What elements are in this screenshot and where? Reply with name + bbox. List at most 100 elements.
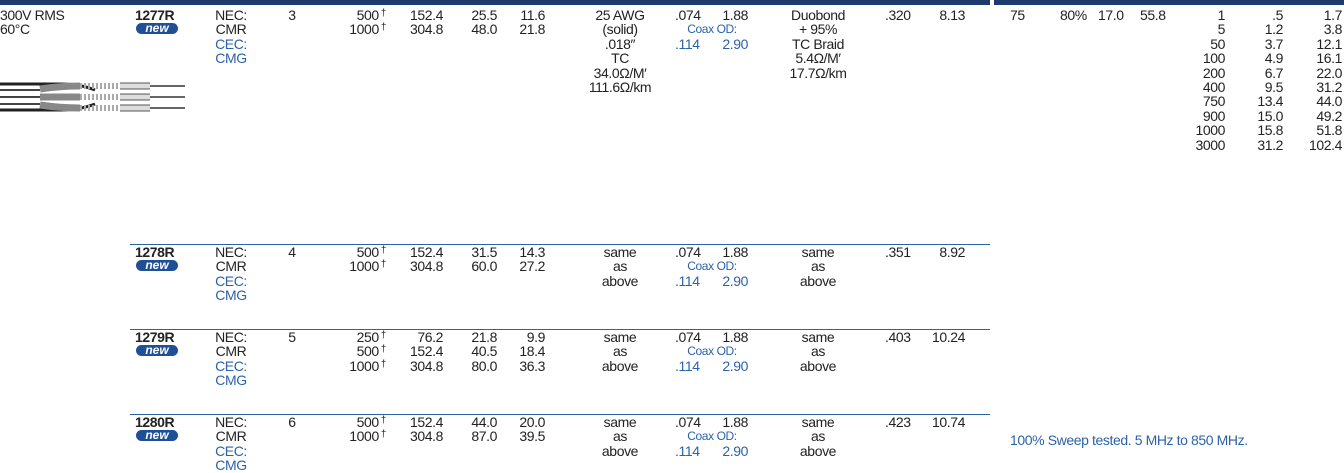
conductor-spec: as <box>613 258 627 275</box>
rating: NEC: <box>215 329 247 345</box>
weight-kg: 27.2 <box>519 258 545 275</box>
length-ft: 1000 † <box>186 259 386 273</box>
length-ft-value: 500 <box>356 414 380 430</box>
weight-lbs: 87.0 <box>471 428 497 445</box>
attenuation-ft: 13.4 <box>1257 93 1283 110</box>
footnote-mark: † <box>380 245 387 256</box>
frequency: 200 <box>1202 64 1226 81</box>
attenuation-ft: 15.8 <box>1257 122 1283 139</box>
coax-od-in: .114 <box>675 357 700 374</box>
insulation-mm: 1.88 <box>722 414 748 430</box>
conductor-spec: TC <box>611 50 629 67</box>
new-badge: new <box>136 259 178 272</box>
conductor-spec: above <box>601 357 639 374</box>
length-ft: 250 † <box>186 330 387 344</box>
length-m: 304.8 <box>409 357 443 374</box>
conductor-spec: same <box>603 244 637 260</box>
length-m: 152.4 <box>409 343 443 360</box>
attenuation-m: 22.0 <box>1316 64 1342 81</box>
rating: CMG <box>215 372 247 389</box>
footnote-mark: † <box>380 330 387 341</box>
coax-od-in: .114 <box>675 35 700 52</box>
attenuation-ft: 6.7 <box>1264 64 1284 81</box>
shield-spec: above <box>799 357 837 374</box>
weight-kg: 20.0 <box>519 414 545 430</box>
length-m: 304.8 <box>409 258 443 275</box>
od-mm: 10.24 <box>931 329 965 345</box>
weight-kg: 36.3 <box>519 357 545 374</box>
rating: CEC: <box>215 35 247 52</box>
conductor-count: 4 <box>288 244 296 260</box>
cable-image <box>0 82 185 112</box>
rating: CMR <box>215 343 247 360</box>
conductor-spec: above <box>601 272 639 289</box>
footnote-mark: † <box>380 22 387 34</box>
attenuation-ft: 9.5 <box>1264 79 1284 95</box>
insulation-mm: 1.88 <box>722 244 748 260</box>
weight-lbs: 21.8 <box>471 329 497 345</box>
conductor-spec: 111.6Ω/km <box>588 79 652 95</box>
attenuation-ft: .5 <box>1272 7 1283 23</box>
new-badge: new <box>136 344 178 357</box>
coax-od-mm: 2.90 <box>722 35 748 52</box>
rating: CMG <box>215 457 247 473</box>
length-ft: 1000 † <box>186 22 386 36</box>
capacitance-ft: 17.0 <box>1098 7 1124 23</box>
new-badge: new <box>136 22 178 35</box>
weight-lbs: 44.0 <box>471 414 497 430</box>
length-ft-value: 500 <box>356 7 380 23</box>
row-separator <box>130 244 990 245</box>
attenuation-m: 102.4 <box>1308 136 1342 153</box>
conductor-spec: same <box>603 329 637 345</box>
rating: NEC: <box>215 7 247 23</box>
od-in: .351 <box>885 244 911 260</box>
attenuation-m: 3.8 <box>1323 21 1343 38</box>
od-in: .320 <box>885 7 911 23</box>
rating: CMG <box>215 50 247 67</box>
top-bar <box>994 0 1344 5</box>
od-mm: 8.92 <box>939 244 965 260</box>
od-mm: 8.13 <box>939 7 965 23</box>
frequency: 400 <box>1202 79 1226 95</box>
rating: CMR <box>215 428 247 445</box>
attenuation-m: 1.7 <box>1323 7 1343 23</box>
length-m: 152.4 <box>409 7 443 23</box>
row-separator <box>130 329 990 330</box>
attenuation-m: 44.0 <box>1316 93 1342 110</box>
voltage: 300V RMS <box>0 7 65 23</box>
coax-od-label: Coax OD: <box>687 344 737 359</box>
conductor-spec: (solid) <box>602 21 638 38</box>
coax-od-in: .114 <box>675 272 700 289</box>
impedance: 75 <box>1010 7 1025 23</box>
insulation-mm: 1.88 <box>722 7 748 23</box>
weight-kg: 21.8 <box>519 21 545 38</box>
length-ft-value: 1000 <box>349 258 379 275</box>
rating: CMR <box>215 258 247 275</box>
coax-od-mm: 2.90 <box>722 272 748 289</box>
length-ft-value: 1000 <box>349 428 379 445</box>
od-in: .423 <box>885 414 911 430</box>
length-ft: 500 † <box>186 414 387 430</box>
attenuation-ft: 31.2 <box>1257 136 1283 153</box>
rating: NEC: <box>215 244 247 260</box>
length-m: 76.2 <box>417 329 443 345</box>
footnote-mark: † <box>380 358 387 370</box>
weight-kg: 39.5 <box>519 428 545 445</box>
coax-od-label: Coax OD: <box>687 429 737 444</box>
conductor-spec: 34.0Ω/M′ <box>593 64 647 81</box>
insulation-in: .074 <box>675 414 701 430</box>
insulation-in: .074 <box>675 244 701 260</box>
weight-lbs: 25.5 <box>471 7 497 23</box>
footnote-mark: † <box>380 429 387 441</box>
rating: CEC: <box>215 442 247 459</box>
shield-spec: + 95% <box>798 21 838 38</box>
insulation-mm: 1.88 <box>722 329 748 345</box>
shield-spec: same <box>801 244 835 260</box>
length-ft: 1000 † <box>186 429 386 443</box>
frequency: 3000 <box>1195 136 1225 153</box>
length-ft: 500 † <box>186 245 387 259</box>
shield-spec: same <box>801 414 835 430</box>
frequency: 900 <box>1202 107 1226 124</box>
attenuation-ft: 3.7 <box>1264 35 1284 52</box>
length-m: 304.8 <box>409 21 443 38</box>
